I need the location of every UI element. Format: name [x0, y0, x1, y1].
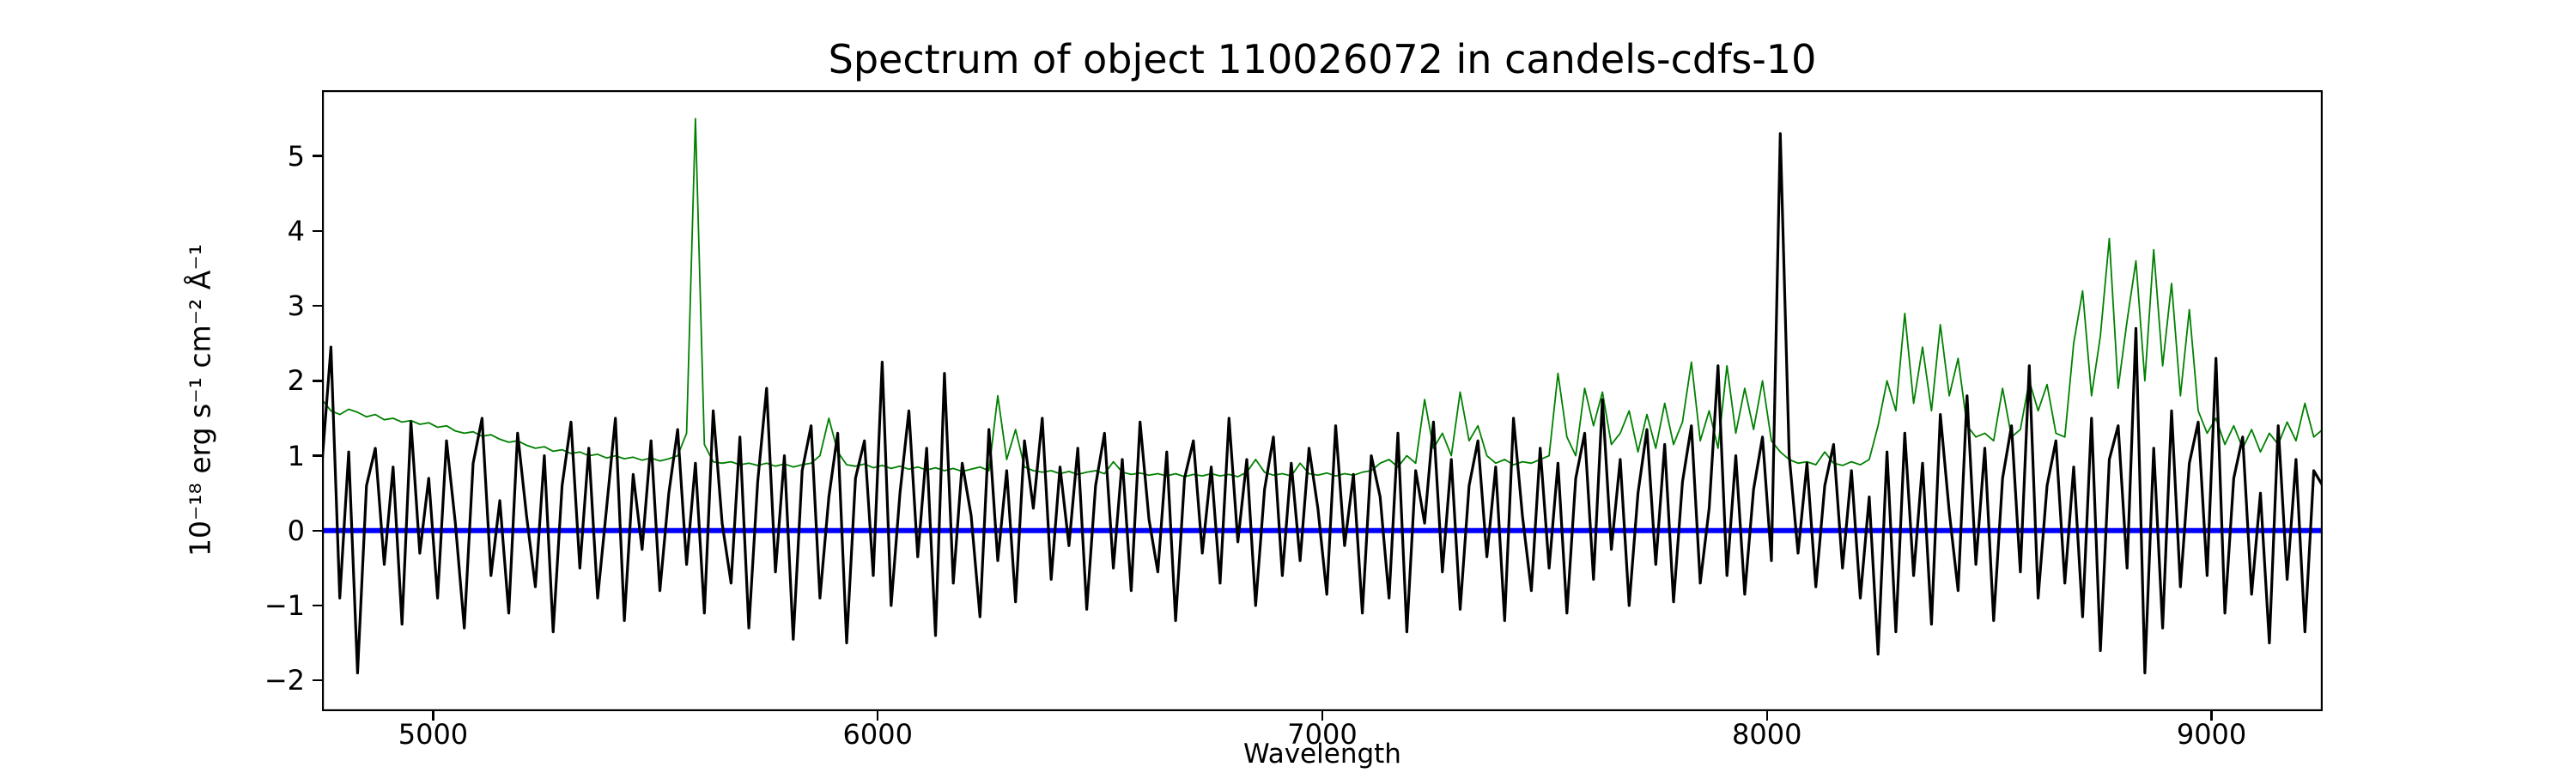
y-tick-label: 0 — [287, 514, 305, 547]
y-tick-mark — [313, 679, 322, 682]
y-tick-mark — [313, 604, 322, 607]
y-tick-label: 5 — [287, 139, 305, 173]
y-tick-mark — [313, 380, 322, 382]
y-tick-label: 3 — [287, 289, 305, 323]
x-axis-label: Wavelength — [1243, 739, 1401, 770]
x-tick-label: 8000 — [1732, 718, 1802, 751]
axes-frame — [322, 90, 2323, 711]
y-tick-label: −1 — [264, 589, 305, 623]
x-tick-mark — [1321, 711, 1324, 721]
y-tick-label: 1 — [287, 439, 305, 472]
y-tick-mark — [313, 304, 322, 307]
x-tick-mark — [876, 711, 879, 721]
y-tick-mark — [313, 454, 322, 457]
y-tick-label: 2 — [287, 364, 305, 398]
plot-area — [322, 90, 2323, 711]
y-tick-mark — [313, 155, 322, 157]
x-tick-label: 6000 — [842, 718, 913, 751]
series-noise-sky-spectrum — [322, 118, 2323, 478]
x-tick-label: 7000 — [1287, 718, 1358, 751]
x-tick-mark — [2210, 711, 2213, 721]
spectrum-canvas — [322, 90, 2323, 711]
series-object-flux-spectrum — [322, 131, 2323, 675]
plot-title: Spectrum of object 110026072 in candels-… — [828, 36, 1817, 82]
x-tick-mark — [1765, 711, 1769, 721]
y-tick-mark — [313, 229, 322, 233]
y-tick-label: 4 — [287, 214, 305, 247]
y-tick-mark — [313, 529, 322, 533]
y-tick-label: −2 — [264, 664, 305, 697]
x-tick-mark — [432, 711, 434, 721]
y-axis-label: 10⁻¹⁸ erg s⁻¹ cm⁻² Å⁻¹ — [183, 243, 217, 557]
x-tick-label: 9000 — [2176, 718, 2247, 751]
x-tick-label: 5000 — [398, 718, 469, 751]
